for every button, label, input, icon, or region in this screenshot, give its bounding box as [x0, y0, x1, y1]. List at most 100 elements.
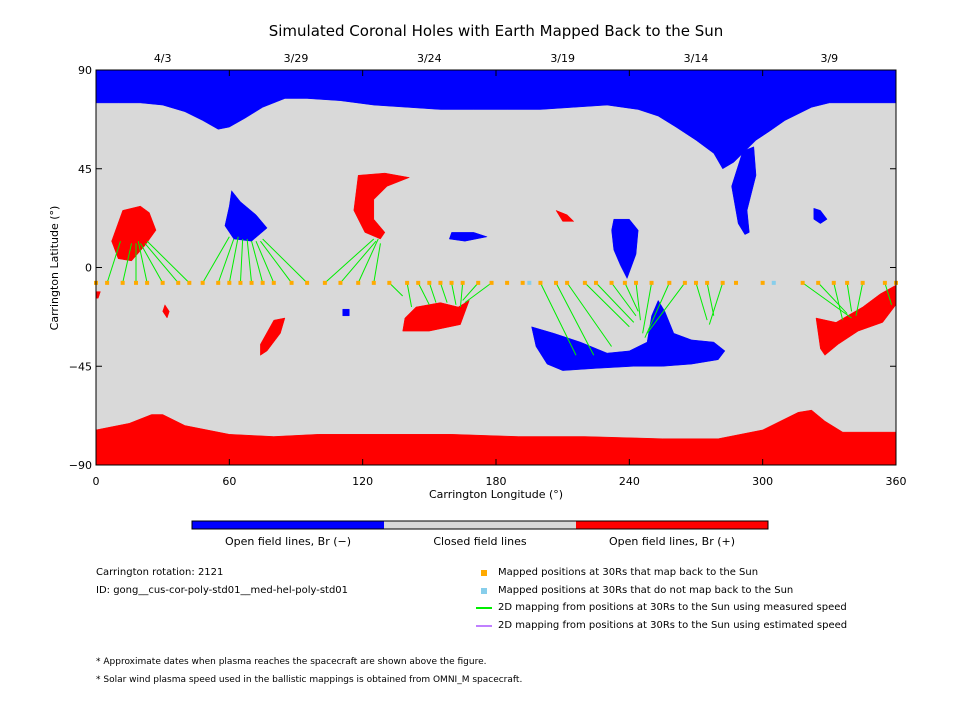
measured-line-icon	[476, 607, 492, 609]
mapping-line-32	[584, 282, 630, 328]
date-tick-label-1: 3/29	[284, 52, 309, 65]
y-tick-label-2: 0	[85, 262, 92, 275]
mapping-line-36	[635, 282, 641, 321]
mapped-point-48	[800, 280, 805, 285]
mapping-line-3	[137, 241, 148, 283]
legend-mapped: Mapped positions at 30Rs that map back t…	[498, 567, 759, 578]
unmapped-point-1	[771, 280, 776, 285]
mapped-point-46	[734, 280, 738, 285]
mapped-point-28	[476, 280, 481, 285]
y-axis-label: Carrington Latitude (°)	[48, 206, 61, 331]
mapping-line-44	[817, 282, 848, 314]
mapping-line-22	[417, 282, 430, 306]
positive-coronal-hole-15	[815, 284, 897, 356]
note-speed: * Solar wind plasma speed used in the ba…	[96, 675, 523, 685]
mapping-line-13	[255, 240, 275, 284]
mapped-point-39	[634, 280, 638, 285]
mapped-point-18	[338, 280, 343, 285]
x-tick-label-2: 120	[352, 475, 373, 488]
negative-coronal-hole-0	[95, 69, 897, 170]
positive-coronal-hole-9	[111, 205, 157, 262]
mapped-point-9	[216, 280, 221, 285]
mapping-line-9	[228, 236, 239, 283]
mapped-point-3	[134, 280, 138, 285]
mapped-point-51	[845, 280, 850, 285]
legend-unmapped: Mapped positions at 30Rs that do not map…	[498, 585, 794, 596]
mapping-line-18	[357, 238, 379, 284]
mapping-line-8	[217, 238, 235, 284]
mapping-line-1	[122, 243, 133, 283]
mapped-point-16	[305, 280, 310, 285]
mapped-point-38	[622, 280, 627, 285]
mapped-point-31	[520, 280, 525, 285]
mapped-point-10	[227, 280, 232, 285]
date-tick-label-0: 4/3	[154, 52, 172, 65]
mapped-point-20	[371, 280, 376, 285]
mapped-point-17	[322, 280, 327, 285]
y-tick-label-0: 90	[78, 64, 92, 77]
x-axis-label: Carrington Longitude (°)	[429, 488, 563, 501]
mapping-line-23	[428, 282, 437, 303]
mapped-point-44	[705, 280, 710, 285]
colorbar-negative	[192, 521, 384, 529]
mapping-line-37	[642, 282, 653, 334]
negative-coronal-hole-2	[813, 207, 828, 224]
mapping-line-6	[146, 240, 190, 284]
colorbar: Open field lines, Br (−) Closed field li…	[191, 520, 769, 548]
date-axis: 4/3 3/29 3/24 3/19 3/14 3/9	[154, 52, 838, 65]
mapped-point-14	[271, 280, 276, 285]
mapped-point-47	[760, 280, 765, 285]
positive-coronal-hole-11	[555, 209, 575, 222]
mapped-point-12	[249, 280, 254, 285]
mapped-point-15	[289, 280, 294, 285]
x-tick-label-4: 240	[619, 475, 640, 488]
x-tick-label-3: 180	[486, 475, 507, 488]
mapped-point-37	[609, 280, 614, 285]
mapped-point-41	[667, 280, 672, 285]
y-tick-label-1: 45	[78, 163, 92, 176]
mapping-line-14	[260, 240, 292, 284]
mapped-point-26	[449, 280, 454, 285]
mapping-line-15	[262, 238, 308, 284]
mapped-point-19	[356, 280, 361, 285]
mapping-line-29	[539, 282, 577, 356]
mapping-line-45	[833, 282, 844, 321]
mapped-point-34	[565, 280, 570, 285]
mapping-line-4	[140, 243, 164, 284]
mapped-point-7	[187, 280, 192, 285]
mapped-point-27	[460, 280, 465, 285]
colorbar-label-closed: Closed field lines	[433, 535, 527, 548]
mapped-point-25	[438, 280, 443, 285]
mapping-line-0	[106, 241, 121, 284]
mapped-point-4	[145, 280, 150, 285]
model-id: ID: gong__cus-cor-poly-std01__med-hel-po…	[96, 585, 349, 596]
mapping-line-47	[855, 282, 864, 316]
date-tick-label-3: 3/19	[550, 52, 575, 65]
mapped-point-21	[387, 280, 392, 285]
mapping-line-5	[144, 243, 179, 284]
mapping-line-27	[462, 282, 479, 301]
x-tick-label-5: 300	[752, 475, 773, 488]
mapped-point-29	[489, 280, 494, 285]
mapping-line-39	[646, 282, 686, 334]
mapped-point-36	[594, 280, 598, 285]
mapped-point-23	[416, 280, 421, 285]
x-tick-label-0: 0	[93, 475, 100, 488]
mapped-point-6	[176, 280, 181, 285]
mapped-square-icon	[481, 570, 487, 576]
mapped-point-49	[816, 280, 821, 285]
mapping-line-42	[708, 282, 724, 325]
mapping-line-34	[611, 282, 637, 317]
mapped-point-11	[238, 280, 243, 285]
mapping-line-41	[706, 282, 715, 316]
mapping-line-40	[695, 282, 708, 321]
y-axis: 90 45 0 −45 −90	[69, 64, 896, 472]
mapped-point-52	[860, 280, 865, 285]
colorbar-frame	[191, 520, 769, 530]
legend-estimated: 2D mapping from positions at 30Rs to the…	[498, 620, 848, 631]
x-tick-label-1: 60	[222, 475, 236, 488]
mapped-point-35	[582, 280, 587, 285]
mapping-line-20	[388, 282, 404, 297]
mapped-point-8	[200, 280, 205, 285]
mapped-point-45	[720, 280, 725, 285]
